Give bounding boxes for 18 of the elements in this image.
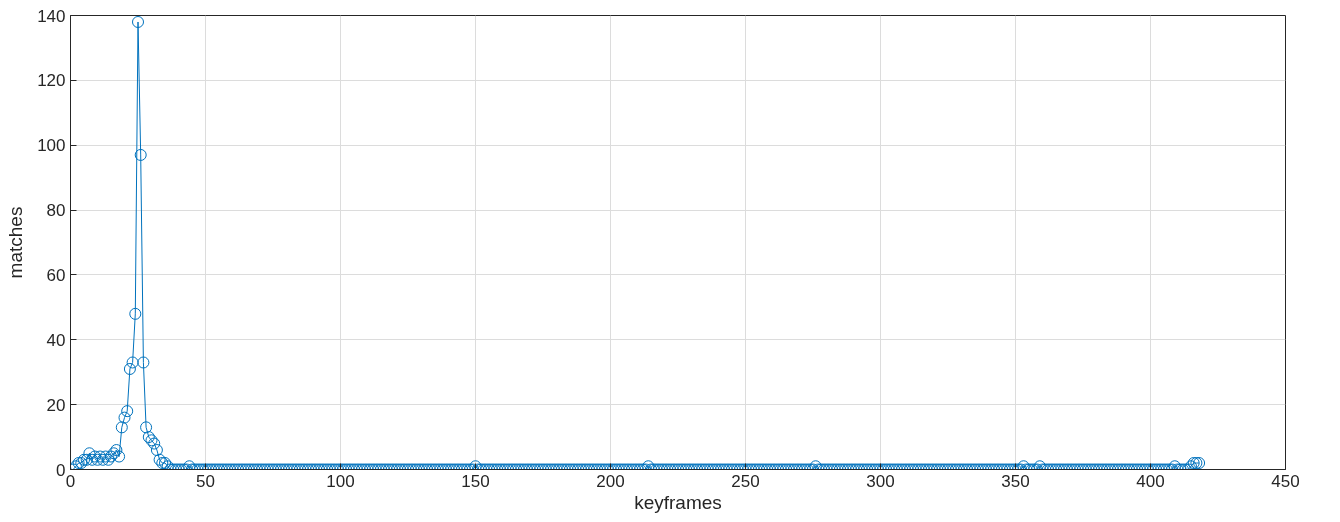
x-tick-label: 350 <box>1001 471 1030 491</box>
x-axis-title: keyframes <box>634 491 722 513</box>
y-tick-label: 60 <box>46 265 66 285</box>
x-tick-label: 200 <box>596 471 625 491</box>
y-tick-label: 40 <box>46 330 66 350</box>
y-tick-label: 120 <box>37 71 66 91</box>
x-tick-label: 100 <box>326 471 355 491</box>
y-tick-label: 100 <box>37 136 66 156</box>
y-tick-label: 140 <box>37 6 66 26</box>
x-tick-label: 250 <box>731 471 760 491</box>
y-axis-title: matches <box>5 206 27 279</box>
x-tick-label: 150 <box>461 471 490 491</box>
y-tick-label: 20 <box>46 395 66 415</box>
x-tick-label: 50 <box>196 471 215 491</box>
x-tick-label: 300 <box>866 471 895 491</box>
x-tick-label: 450 <box>1271 471 1300 491</box>
x-tick-label: 400 <box>1136 471 1165 491</box>
y-tick-label: 80 <box>46 201 66 221</box>
